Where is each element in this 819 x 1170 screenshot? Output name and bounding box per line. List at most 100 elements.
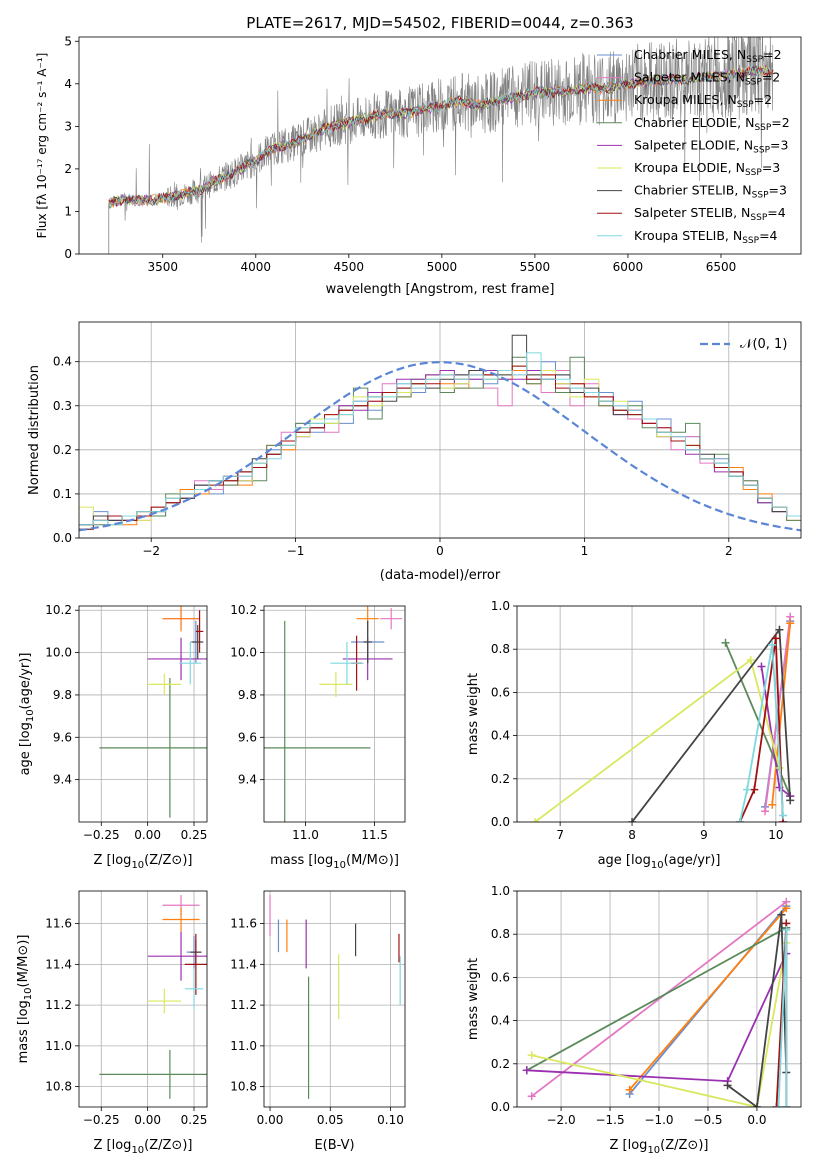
x-tick-label: 6500	[706, 260, 737, 274]
gaussian-curve	[79, 360, 801, 532]
weight-marker	[774, 1103, 783, 1107]
y-tick-label: 0.2	[491, 772, 510, 786]
x-tick-label: 11.0	[292, 828, 319, 842]
weight-line	[531, 942, 788, 1107]
axes-frame	[263, 890, 406, 1108]
legend-label: Kroupa MILES, NSSP=2	[634, 92, 772, 110]
weight-marker	[782, 925, 791, 934]
x-tick-label: 9	[700, 828, 708, 842]
x-tick-label: 0.00	[134, 1113, 161, 1127]
plot-area	[99, 895, 207, 1099]
x-axis-label: Z [log10(Z/Z⊙)]	[94, 1138, 193, 1156]
x-axis-label-main: Z [log	[94, 853, 132, 868]
weight-line	[531, 901, 787, 1097]
y-tick-label: 11.2	[45, 998, 72, 1012]
x-axis-label-tail: (Z/Z⊙)]	[144, 853, 192, 868]
weight-line	[771, 623, 792, 805]
x-tick-label: −1.0	[644, 1113, 673, 1127]
legend-label-subscript: SSP	[752, 191, 769, 201]
axes-frame	[516, 605, 802, 823]
x-tick-label: −0.25	[83, 1113, 120, 1127]
observed-spectrum-line	[108, 37, 774, 243]
weight-marker	[782, 1103, 791, 1107]
legend-label: Salpeter STELIB, NSSP=4	[634, 205, 786, 223]
weight-marker	[721, 638, 730, 647]
y-tick-label: 0	[64, 247, 72, 261]
y-tick-label: 9.4	[238, 773, 257, 787]
x-tick-label: −2	[142, 544, 160, 558]
weight-marker	[743, 785, 752, 794]
weight-marker	[779, 811, 788, 820]
weight-marker	[771, 634, 780, 643]
weight-marker	[768, 640, 777, 649]
x-tick-label: 2	[725, 544, 733, 558]
weight-marker	[527, 1092, 536, 1101]
legend-label: Chabrier ELODIE, NSSP=2	[634, 115, 790, 133]
legend-label-subscript: SSP	[737, 100, 754, 110]
mass-weight-vs-metallicity-panel: −2.0 −1.5 −1.0 −0.5 0.0 0.0 0.2 0.4 0.6 0.8 1.0 Z […	[466, 884, 802, 1156]
x-axis-label-main: Z [log	[610, 1138, 648, 1153]
legend-label: Chabrier STELIB, NSSP=3	[634, 183, 787, 201]
legend-label-subscript: SSP	[745, 168, 762, 178]
y-tick-label: 0.2	[491, 1057, 510, 1071]
legend-label-main: Kroupa STELIB, N	[634, 228, 742, 243]
legend-label-tail: =2	[762, 70, 780, 85]
x-tick-label: 5500	[520, 260, 551, 274]
x-axis-label-main: age [log	[598, 853, 651, 868]
plot-area	[530, 612, 795, 822]
x-tick-label: 10	[768, 828, 783, 842]
legend-label-main: Salpeter MILES, N	[634, 70, 745, 85]
x-tick-label: 8	[628, 828, 636, 842]
x-tick-label: −0.5	[693, 1113, 722, 1127]
x-axis-label-tail: (Z/Z⊙)]	[660, 1138, 708, 1153]
legend-label-subscript: SSP	[745, 78, 762, 88]
legend-label-main: Kroupa MILES, N	[634, 92, 737, 107]
y-axis-label-tail: (age/yr)]	[18, 653, 33, 710]
plot-area	[269, 895, 401, 1099]
legend-label: Chabrier MILES, NSSP=2	[634, 47, 782, 65]
age-vs-metallicity-panel: −0.25 0.00 0.259.49.69.810.010.2Z [log10(Z…	[18, 603, 208, 871]
y-tick-label: 10.8	[45, 1080, 72, 1094]
plot-area	[264, 606, 403, 822]
y-tick-label: 0.8	[491, 642, 510, 656]
x-axis-label-main: Z [log	[94, 1138, 132, 1153]
y-axis-label: mass [log10(M/M⊙)]	[16, 935, 34, 1064]
y-tick-label: 9.6	[53, 730, 72, 744]
weight-marker	[752, 1103, 761, 1107]
y-tick-label: 0.2	[53, 443, 72, 457]
y-tick-label: 1.0	[491, 599, 510, 613]
legend-label: Kroupa ELODIE, NSSP=3	[634, 160, 780, 178]
y-tick-label: 1	[64, 204, 72, 218]
y-tick-label: 10.2	[45, 603, 72, 617]
x-tick-label: −1	[287, 544, 305, 558]
y-tick-label: 11.4	[230, 957, 257, 971]
x-tick-label: 1	[581, 544, 589, 558]
axes-frame	[516, 890, 802, 1108]
x-axis-label: age [log10(age/yr)]	[598, 853, 721, 871]
x-tick-label: 4500	[334, 260, 365, 274]
y-tick-label: 0.4	[491, 1014, 510, 1028]
x-tick-label: 0.25	[181, 828, 208, 842]
y-tick-label: 10.2	[230, 603, 257, 617]
y-tick-label: 0.1	[53, 487, 72, 501]
legend-label: Salpeter ELODIE, NSSP=3	[634, 137, 788, 155]
x-tick-label: −0.25	[83, 828, 120, 842]
y-tick-label: 9.6	[238, 730, 257, 744]
axes-frame	[78, 36, 802, 255]
y-tick-label: 0.0	[491, 815, 510, 829]
x-tick-label: 0.00	[134, 828, 161, 842]
legend-label-main: Salpeter ELODIE, N	[634, 137, 753, 152]
x-axis-label-subscript: 10	[333, 860, 346, 871]
weight-marker	[625, 1085, 634, 1094]
weight-marker	[772, 1103, 781, 1107]
legend-label-tail: =3	[769, 183, 787, 198]
weight-marker	[761, 807, 770, 816]
y-tick-label: 0.8	[491, 927, 510, 941]
y-tick-label: 9.8	[238, 688, 257, 702]
weight-line	[764, 616, 792, 812]
y-axis-label: age [log10(age/yr)]	[18, 653, 36, 776]
y-tick-label: 4	[64, 77, 72, 91]
y-tick-label: 10.0	[45, 646, 72, 660]
legend-label-main: Chabrier ELODIE, N	[634, 115, 754, 130]
